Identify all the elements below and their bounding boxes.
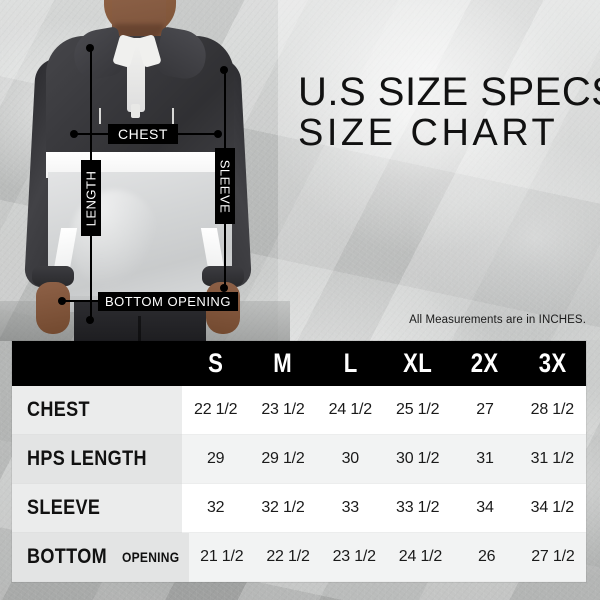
cell-bottom-opening-l: 23 1/2	[321, 533, 388, 582]
table-row: BOTTOM OPENING 21 1/2 22 1/2 23 1/2 24 1…	[12, 533, 586, 582]
cell-hps-length-2x: 31	[451, 435, 519, 484]
length-measure-dot-top	[86, 44, 94, 52]
sleeve-measure-dot-top	[220, 66, 228, 74]
cell-hps-length-xl: 30 1/2	[383, 435, 452, 484]
header-size-xl: XL	[403, 348, 433, 378]
cell-hps-length-l: 30	[316, 435, 384, 484]
cell-sleeve-2x: 34	[451, 484, 519, 533]
cell-chest-l: 24 1/2	[316, 386, 384, 435]
header-size-l: L	[343, 348, 358, 378]
row-label-main: BOTTOM	[27, 545, 107, 568]
table-row: CHEST 22 1/2 23 1/2 24 1/2 25 1/2 27 28 …	[12, 386, 586, 435]
title-line-2: SIZE CHART	[298, 112, 559, 154]
length-label: LENGTH	[81, 160, 101, 236]
row-label-hps-length: HPS LENGTH	[12, 435, 182, 484]
row-label-main: SLEEVE	[27, 496, 101, 519]
sleeve-label: SLEEVE	[215, 148, 235, 224]
cell-chest-2x: 27	[451, 386, 519, 435]
cell-chest-m: 23 1/2	[249, 386, 317, 435]
table-body: CHEST 22 1/2 23 1/2 24 1/2 25 1/2 27 28 …	[12, 386, 586, 582]
row-label-sub: OPENING	[122, 549, 180, 565]
sleeve-measure-dot-bottom	[220, 284, 228, 292]
page-title: U.S SIZE SPECS SIZE CHART	[298, 70, 600, 154]
cell-bottom-opening-2x: 26	[453, 533, 520, 582]
title-line-1: U.S SIZE SPECS	[298, 70, 600, 114]
jacket-drawstring-left	[99, 108, 101, 124]
table-row: SLEEVE 32 32 1/2 33 33 1/2 34 34 1/2	[12, 484, 586, 533]
cell-sleeve-3x: 34 1/2	[518, 484, 586, 533]
row-label-chest: CHEST	[12, 386, 182, 435]
cell-sleeve-m: 32 1/2	[249, 484, 317, 533]
row-label-main: HPS LENGTH	[27, 447, 147, 470]
cell-bottom-opening-s: 21 1/2	[188, 533, 255, 582]
header-size-2x: 2X	[471, 348, 499, 378]
cell-chest-xl: 25 1/2	[383, 386, 452, 435]
sleeve-label-text: SLEEVE	[217, 159, 233, 213]
chest-label-text: CHEST	[118, 126, 168, 142]
cell-bottom-opening-3x: 27 1/2	[519, 533, 586, 582]
cell-hps-length-s: 29	[182, 435, 250, 484]
model-hand-left	[36, 282, 70, 334]
header-size-s: S	[208, 348, 224, 378]
chest-label: CHEST	[108, 124, 178, 144]
cell-sleeve-l: 33	[316, 484, 384, 533]
row-label-main: CHEST	[27, 398, 90, 421]
background-light-panel	[278, 0, 600, 340]
model-pants-seam	[138, 316, 141, 341]
length-label-text: LENGTH	[83, 170, 99, 226]
bottom-opening-dot-left	[58, 297, 66, 305]
cell-sleeve-xl: 33 1/2	[383, 484, 452, 533]
cell-hps-length-3x: 31 1/2	[518, 435, 586, 484]
units-note: All Measurements are in INCHES.	[409, 314, 586, 326]
cell-bottom-opening-m: 22 1/2	[254, 533, 322, 582]
model-photo: CHEST LENGTH SLEEVE BOTTOM OPENING	[0, 0, 290, 341]
chest-measure-dot-left	[70, 130, 78, 138]
bottom-opening-label: BOTTOM OPENING	[98, 292, 238, 311]
size-chart-table: S M L XL 2X 3X CHEST 22 1/2 23 1/2 24 1/…	[12, 341, 586, 582]
chest-measure-dot-right	[214, 130, 222, 138]
bottom-opening-label-text: BOTTOM OPENING	[105, 294, 231, 309]
header-size-m: M	[273, 348, 293, 378]
cell-bottom-opening-xl: 24 1/2	[387, 533, 454, 582]
length-measure-dot-bottom	[86, 316, 94, 324]
cell-hps-length-m: 29 1/2	[249, 435, 317, 484]
table-header-row: S M L XL 2X 3X	[12, 341, 586, 386]
row-label-bottom-opening: BOTTOM OPENING	[12, 533, 189, 582]
cell-chest-s: 22 1/2	[182, 386, 250, 435]
cell-sleeve-s: 32	[182, 484, 250, 533]
jacket-drawstring-right	[172, 108, 174, 124]
table-row: HPS LENGTH 29 29 1/2 30 30 1/2 31 31 1/2	[12, 435, 586, 484]
cell-chest-3x: 28 1/2	[518, 386, 586, 435]
jacket-zipper-pull	[131, 104, 140, 118]
jacket-cuff-left	[32, 266, 74, 286]
header-size-3x: 3X	[538, 348, 567, 378]
jacket-cuff-right	[202, 266, 244, 286]
row-label-sleeve: SLEEVE	[12, 484, 182, 533]
